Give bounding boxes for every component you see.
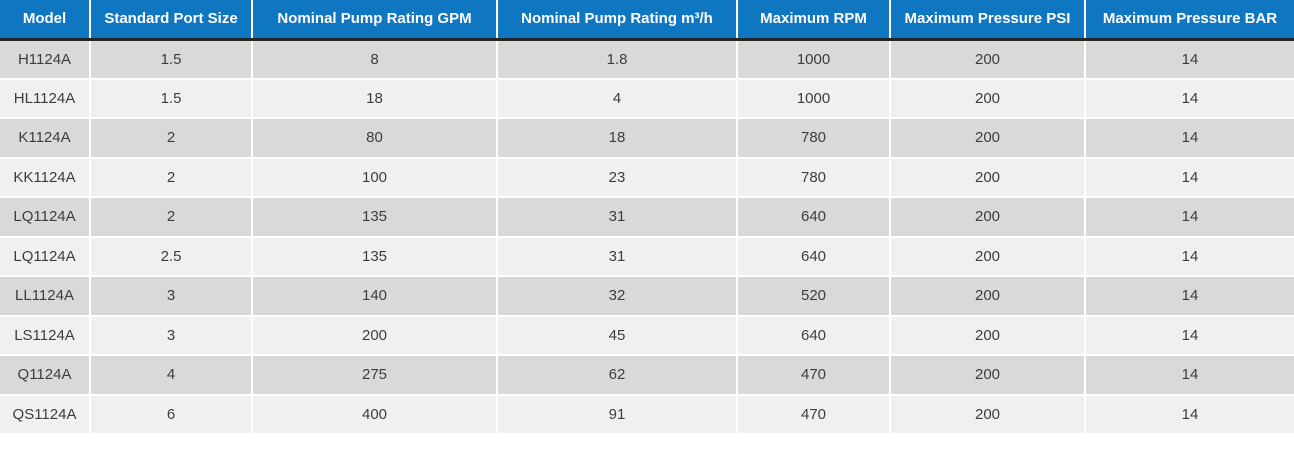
value-cell: 32 — [496, 276, 737, 317]
table-row: K1124A 2 80 18 780 200 14 — [0, 118, 1294, 159]
table-row: QS1124A 6 400 91 470 200 14 — [0, 394, 1294, 435]
value-cell: 2 — [89, 197, 252, 238]
value-cell: 14 — [1084, 355, 1294, 396]
value-cell: 200 — [889, 197, 1085, 238]
value-cell: 14 — [1084, 118, 1294, 159]
model-cell: QS1124A — [0, 394, 90, 435]
value-cell: 200 — [889, 118, 1085, 159]
value-cell: 3 — [89, 315, 252, 356]
value-cell: 275 — [251, 355, 497, 396]
value-cell: 140 — [251, 276, 497, 317]
column-header-6: Maximum Pressure BAR — [1084, 0, 1294, 41]
column-header-5: Maximum Pressure PSI — [889, 0, 1085, 41]
value-cell: 3 — [89, 276, 252, 317]
value-cell: 200 — [889, 315, 1085, 356]
value-cell: 640 — [736, 197, 890, 238]
model-cell: LQ1124A — [0, 236, 90, 277]
table-row: HL1124A 1.5 18 4 1000 200 14 — [0, 78, 1294, 119]
value-cell: 520 — [736, 276, 890, 317]
model-cell: H1124A — [0, 39, 90, 80]
value-cell: 31 — [496, 236, 737, 277]
value-cell: 14 — [1084, 39, 1294, 80]
value-cell: 2 — [89, 118, 252, 159]
pump-spec-table: Model Standard Port Size Nominal Pump Rati… — [0, 0, 1294, 435]
value-cell: 1000 — [736, 39, 890, 80]
value-cell: 18 — [496, 118, 737, 159]
value-cell: 135 — [251, 197, 497, 238]
column-header-4: Maximum RPM — [736, 0, 890, 41]
model-cell: Q1124A — [0, 355, 90, 396]
column-header-3: Nominal Pump Rating m³/h — [496, 0, 737, 41]
value-cell: 470 — [736, 355, 890, 396]
table-row: Q1124A 4 275 62 470 200 14 — [0, 355, 1294, 396]
value-cell: 14 — [1084, 236, 1294, 277]
value-cell: 200 — [889, 157, 1085, 198]
table-row: KK1124A 2 100 23 780 200 14 — [0, 157, 1294, 198]
value-cell: 400 — [251, 394, 497, 435]
value-cell: 23 — [496, 157, 737, 198]
value-cell: 1000 — [736, 78, 890, 119]
table-row: LQ1124A 2 135 31 640 200 14 — [0, 197, 1294, 238]
value-cell: 1.5 — [89, 39, 252, 80]
value-cell: 200 — [889, 39, 1085, 80]
value-cell: 8 — [251, 39, 497, 80]
value-cell: 45 — [496, 315, 737, 356]
value-cell: 780 — [736, 118, 890, 159]
model-cell: LS1124A — [0, 315, 90, 356]
value-cell: 14 — [1084, 157, 1294, 198]
value-cell: 200 — [251, 315, 497, 356]
table-body: H1124A 1.5 8 1.8 1000 200 14 HL1124A 1.5 18 4 1000 2… — [0, 39, 1294, 435]
value-cell: 14 — [1084, 276, 1294, 317]
value-cell: 31 — [496, 197, 737, 238]
model-cell: LL1124A — [0, 276, 90, 317]
value-cell: 100 — [251, 157, 497, 198]
model-cell: K1124A — [0, 118, 90, 159]
model-cell: HL1124A — [0, 78, 90, 119]
value-cell: 640 — [736, 315, 890, 356]
value-cell: 14 — [1084, 78, 1294, 119]
value-cell: 14 — [1084, 197, 1294, 238]
value-cell: 200 — [889, 394, 1085, 435]
column-header-1: Standard Port Size — [89, 0, 252, 41]
table-row: LS1124A 3 200 45 640 200 14 — [0, 315, 1294, 356]
value-cell: 91 — [496, 394, 737, 435]
model-cell: LQ1124A — [0, 197, 90, 238]
value-cell: 1.8 — [496, 39, 737, 80]
value-cell: 200 — [889, 78, 1085, 119]
table-row: H1124A 1.5 8 1.8 1000 200 14 — [0, 39, 1294, 80]
value-cell: 470 — [736, 394, 890, 435]
value-cell: 135 — [251, 236, 497, 277]
value-cell: 1.5 — [89, 78, 252, 119]
value-cell: 14 — [1084, 315, 1294, 356]
value-cell: 2 — [89, 157, 252, 198]
value-cell: 14 — [1084, 394, 1294, 435]
value-cell: 4 — [496, 78, 737, 119]
table-row: LL1124A 3 140 32 520 200 14 — [0, 276, 1294, 317]
value-cell: 80 — [251, 118, 497, 159]
value-cell: 18 — [251, 78, 497, 119]
value-cell: 6 — [89, 394, 252, 435]
value-cell: 62 — [496, 355, 737, 396]
value-cell: 200 — [889, 355, 1085, 396]
value-cell: 200 — [889, 276, 1085, 317]
column-header-model: Model — [0, 0, 90, 41]
column-header-2: Nominal Pump Rating GPM — [251, 0, 497, 41]
table-row: LQ1124A 2.5 135 31 640 200 14 — [0, 236, 1294, 277]
value-cell: 640 — [736, 236, 890, 277]
value-cell: 200 — [889, 236, 1085, 277]
value-cell: 2.5 — [89, 236, 252, 277]
model-cell: KK1124A — [0, 157, 90, 198]
header-row: Model Standard Port Size Nominal Pump Rati… — [0, 0, 1294, 41]
value-cell: 4 — [89, 355, 252, 396]
value-cell: 780 — [736, 157, 890, 198]
